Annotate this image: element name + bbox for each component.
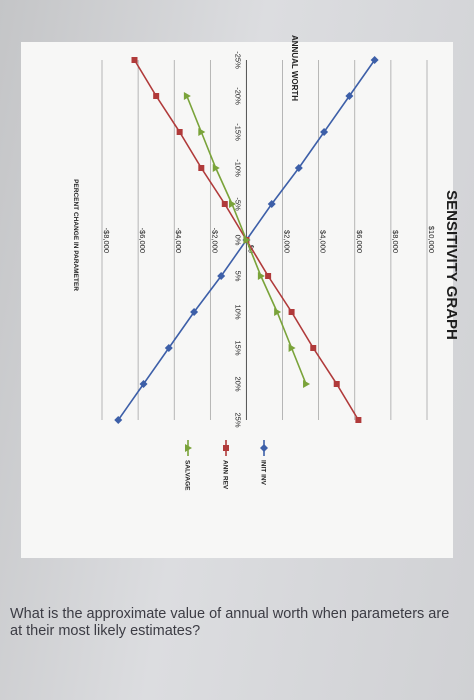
data-point-triangle — [243, 236, 251, 244]
data-point-diamond — [345, 92, 354, 100]
data-point-triangle — [257, 272, 265, 280]
data-point-triangle — [183, 92, 191, 100]
data-point-triangle — [212, 164, 220, 172]
y-tick-label: -$6,000 — [138, 228, 147, 253]
data-point-square — [265, 273, 272, 279]
legend-label: ANN REV — [222, 460, 229, 490]
data-point-square — [223, 445, 229, 451]
x-tick-label: -10% — [233, 159, 242, 177]
x-tick-label: -5% — [233, 197, 242, 211]
data-point-triangle — [303, 380, 311, 388]
data-point-diamond — [260, 444, 268, 452]
x-tick-label: -15% — [233, 123, 242, 141]
data-point-square — [333, 381, 340, 387]
data-point-square — [131, 57, 138, 63]
y-tick-label: $2,000 — [283, 230, 292, 253]
data-point-square — [310, 345, 317, 351]
data-point-diamond — [164, 344, 173, 352]
x-tick-label: 10% — [233, 304, 242, 319]
y-tick-label: $6,000 — [355, 230, 364, 253]
y-tick-label: -$4,000 — [174, 228, 183, 253]
data-point-triangle — [198, 128, 206, 136]
x-tick-label: -20% — [233, 87, 242, 105]
data-point-square — [288, 309, 295, 315]
data-point-square — [176, 129, 183, 135]
x-tick-label: 25% — [233, 412, 242, 427]
y-tick-label: $8,000 — [391, 230, 400, 253]
data-point-square — [355, 417, 362, 423]
chart-paper — [21, 42, 453, 558]
y-tick-label: $10,000 — [427, 226, 436, 253]
legend-label: SALVAGE — [184, 460, 191, 491]
x-tick-label: 0% — [233, 235, 242, 246]
data-point-triangle — [288, 344, 296, 352]
x-axis-label: PERCENT CHANGE IN PARAMETER — [72, 179, 79, 291]
legend-label: INIT INV — [260, 460, 267, 486]
question-text: What is the approximate value of annual … — [10, 606, 450, 639]
data-point-diamond — [114, 416, 123, 424]
data-point-square — [153, 93, 160, 99]
data-point-triangle — [185, 444, 192, 452]
data-point-triangle — [229, 200, 236, 208]
series-salvage — [183, 92, 311, 388]
data-point-triangle — [274, 308, 282, 316]
data-point-square — [198, 165, 205, 171]
x-tick-label: 5% — [233, 271, 242, 282]
x-tick-label: 20% — [233, 376, 242, 391]
x-tick-label: 15% — [233, 340, 242, 355]
y-tick-label: $4,000 — [319, 230, 328, 253]
chart-title: SENSITIVITY GRAPH — [443, 190, 460, 340]
x-tick-label: -25% — [233, 51, 242, 69]
y-tick-label: -$2,000 — [210, 228, 219, 253]
data-point-square — [221, 201, 228, 207]
y-tick-label: -$8,000 — [102, 228, 111, 253]
y-axis-label: ANNUAL WORTH — [290, 35, 299, 101]
data-point-diamond — [370, 56, 379, 64]
